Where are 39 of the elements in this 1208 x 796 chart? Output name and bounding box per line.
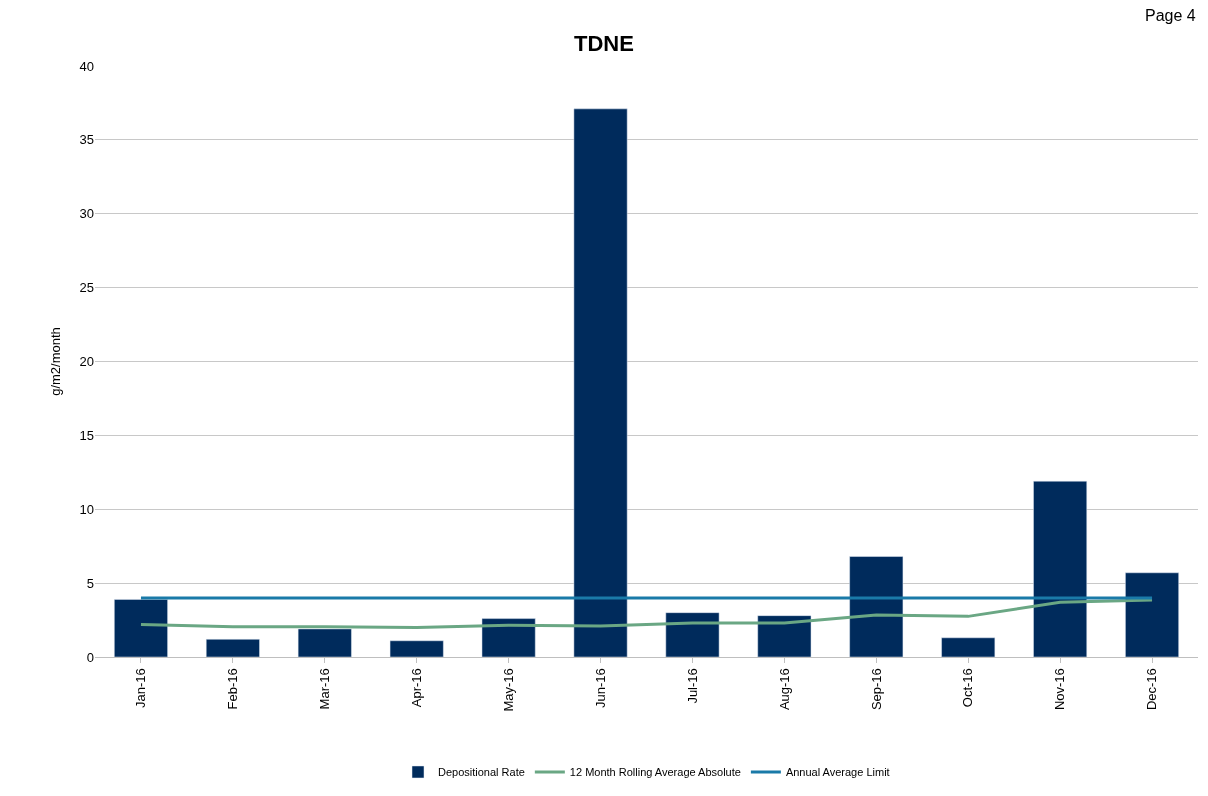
y-tick-label: 15 bbox=[79, 427, 94, 443]
y-tick-label: 10 bbox=[79, 501, 94, 517]
bar bbox=[1033, 480, 1088, 657]
chart-title: TDNE bbox=[574, 31, 634, 57]
line-series bbox=[139, 598, 1154, 629]
x-tick-label: Apr-16 bbox=[408, 668, 424, 708]
y-tick-label: 5 bbox=[86, 575, 94, 591]
bar bbox=[1125, 572, 1179, 657]
x-tick-label: Nov-16 bbox=[1052, 668, 1068, 711]
y-tick-label: 35 bbox=[79, 132, 94, 148]
x-tick-label: May-16 bbox=[500, 668, 516, 712]
bar bbox=[665, 612, 720, 657]
y-axis-title: g/m2/month bbox=[48, 327, 64, 396]
legend-label: 12 Month Rolling Average Absolute bbox=[569, 766, 741, 779]
x-tick-label: Feb-16 bbox=[225, 668, 241, 710]
bar bbox=[849, 556, 904, 657]
y-tick-label: 30 bbox=[79, 206, 94, 222]
text: Page 4 bbox=[1145, 7, 1196, 24]
x-tick-label: Jun-16 bbox=[592, 668, 608, 708]
x-tick-label: Aug-16 bbox=[776, 668, 792, 711]
x-tick-label: Jul-16 bbox=[684, 668, 700, 704]
legend-label: Annual Average Limit bbox=[785, 766, 890, 779]
bar bbox=[573, 108, 628, 657]
bar bbox=[114, 599, 168, 657]
bar bbox=[941, 637, 996, 657]
legend-label: Depositional Rate bbox=[438, 766, 525, 779]
y-tick-label: 25 bbox=[79, 280, 94, 296]
x-tick-label: Oct-16 bbox=[960, 668, 976, 708]
bar bbox=[757, 615, 812, 657]
x-tick-label: Dec-16 bbox=[1144, 668, 1160, 711]
y-tick-label: 40 bbox=[79, 58, 94, 74]
bar bbox=[389, 640, 444, 657]
x-tick-label: Jan-16 bbox=[133, 668, 149, 708]
x-tick-label: Sep-16 bbox=[868, 668, 884, 711]
bar bbox=[297, 628, 352, 657]
x-tick-label: Mar-16 bbox=[317, 668, 333, 710]
bar bbox=[205, 639, 260, 657]
y-tick-label: 20 bbox=[79, 354, 94, 370]
y-tick-label: 0 bbox=[86, 649, 94, 665]
